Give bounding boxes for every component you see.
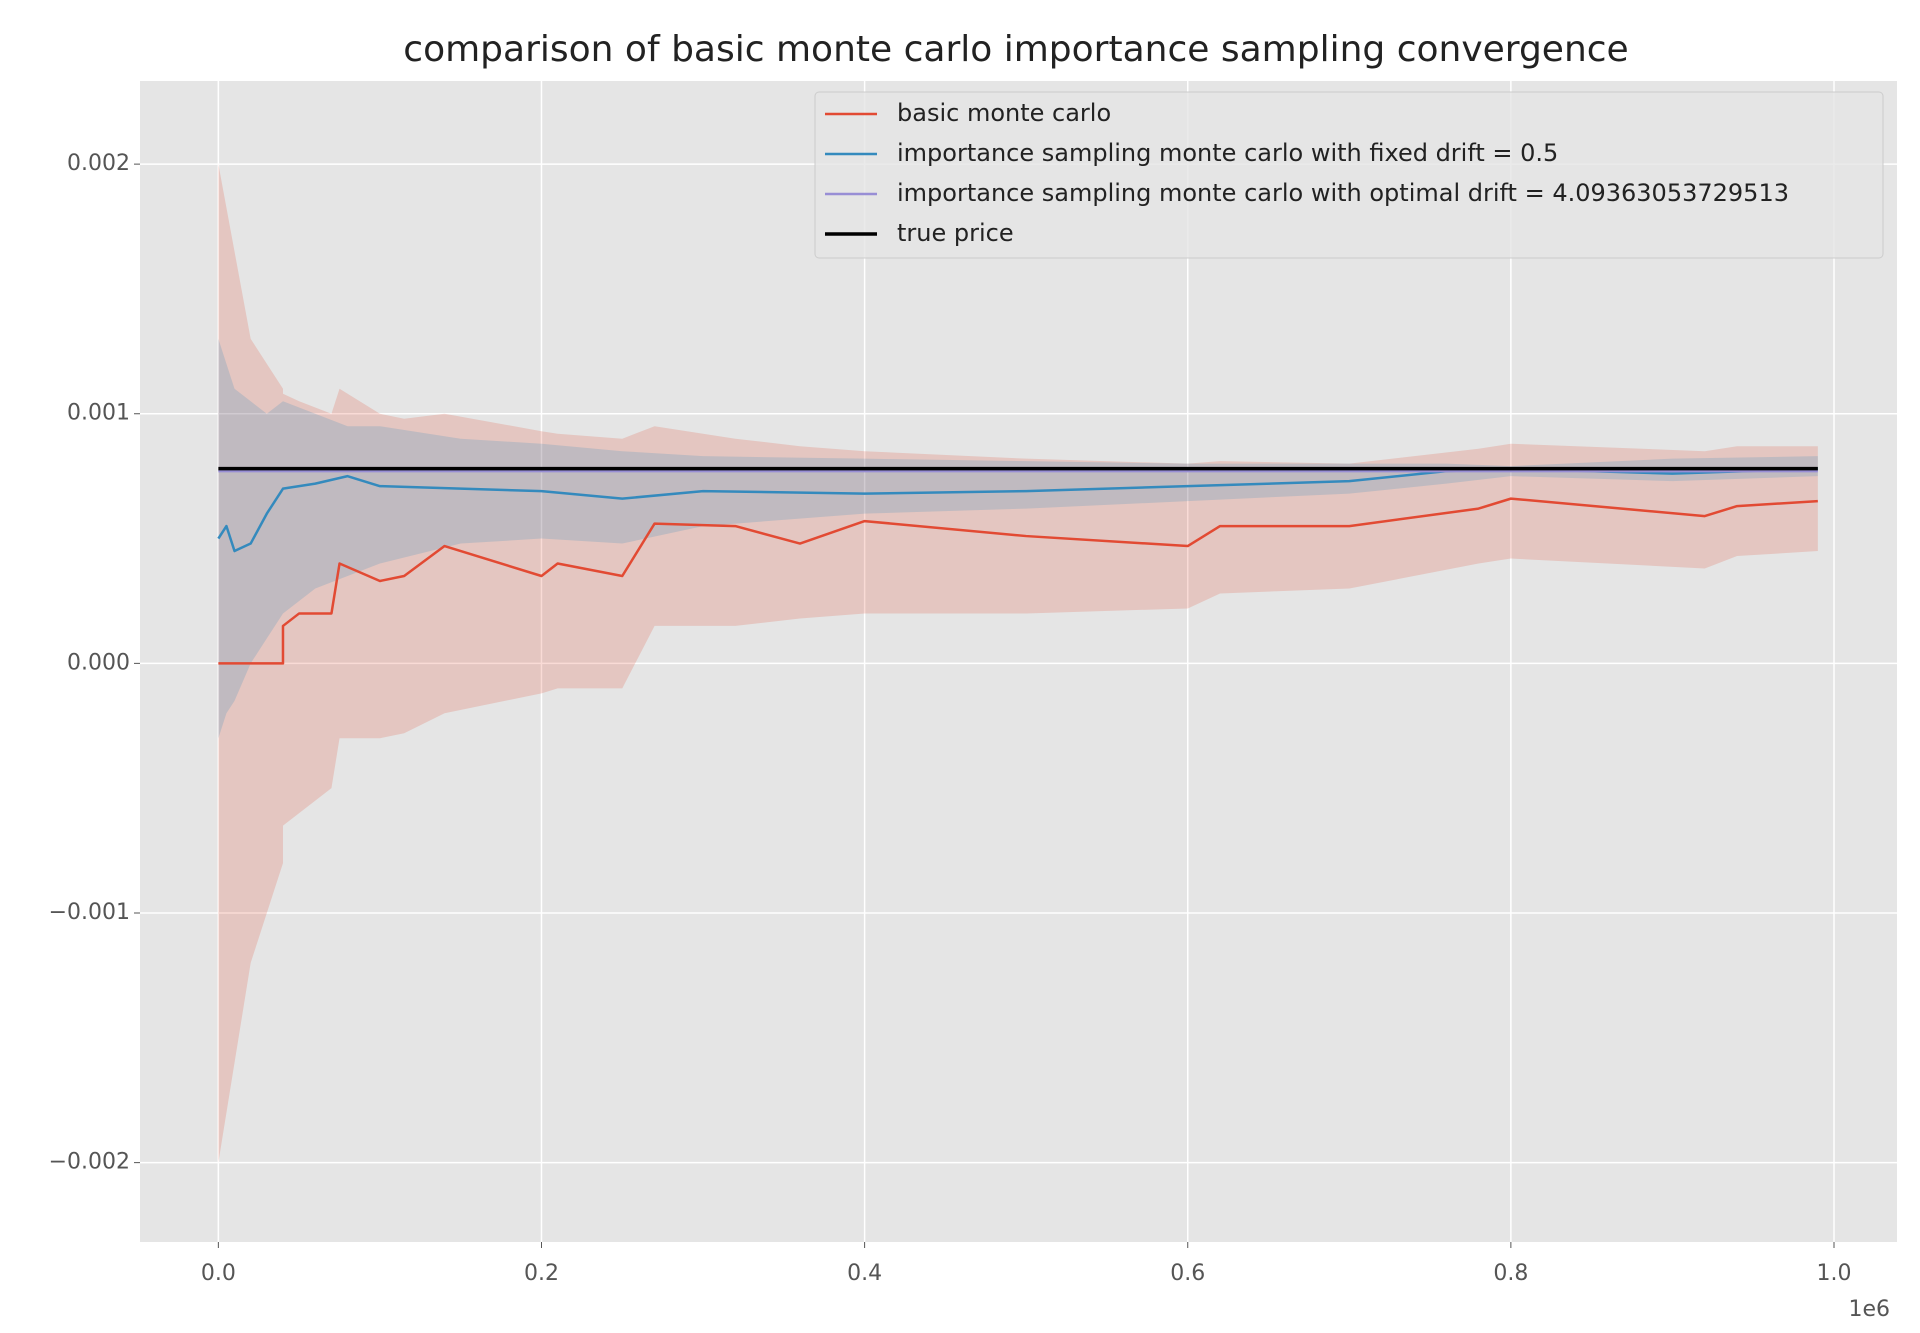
y-tick-label: 0.000 — [67, 650, 130, 675]
x-tick-label: 0.4 — [847, 1261, 882, 1286]
x-tick-label: 0.8 — [1493, 1261, 1528, 1286]
legend-label: importance sampling monte carlo with opt… — [897, 179, 1789, 207]
x-tick-label: 0.0 — [201, 1261, 236, 1286]
y-tick-label: −0.002 — [49, 1150, 130, 1175]
confidence-band — [218, 164, 1818, 1163]
plot-area — [140, 81, 1897, 1242]
x-tick-label: 0.2 — [524, 1261, 559, 1286]
y-tick-label: 0.002 — [67, 151, 130, 176]
legend: basic monte carlo importance sampling mon… — [814, 91, 1884, 259]
confidence-band — [218, 338, 1818, 739]
y-tick-label: −0.001 — [49, 900, 130, 925]
y-tick-label: 0.001 — [67, 401, 130, 426]
series-line — [218, 497, 1818, 665]
x-offset-label: 1e6 — [1848, 1297, 1890, 1322]
legend-box — [814, 91, 1884, 259]
x-tick-label: 1.0 — [1816, 1261, 1851, 1286]
legend-label: true price — [897, 219, 1014, 247]
legend-label: basic monte carlo — [897, 99, 1111, 127]
chart-title: comparison of basic monte carlo importan… — [403, 29, 1628, 70]
series-line — [217, 467, 1818, 553]
x-tick-label: 0.6 — [1170, 1261, 1205, 1286]
legend-label: importance sampling monte carlo with fix… — [897, 139, 1558, 167]
